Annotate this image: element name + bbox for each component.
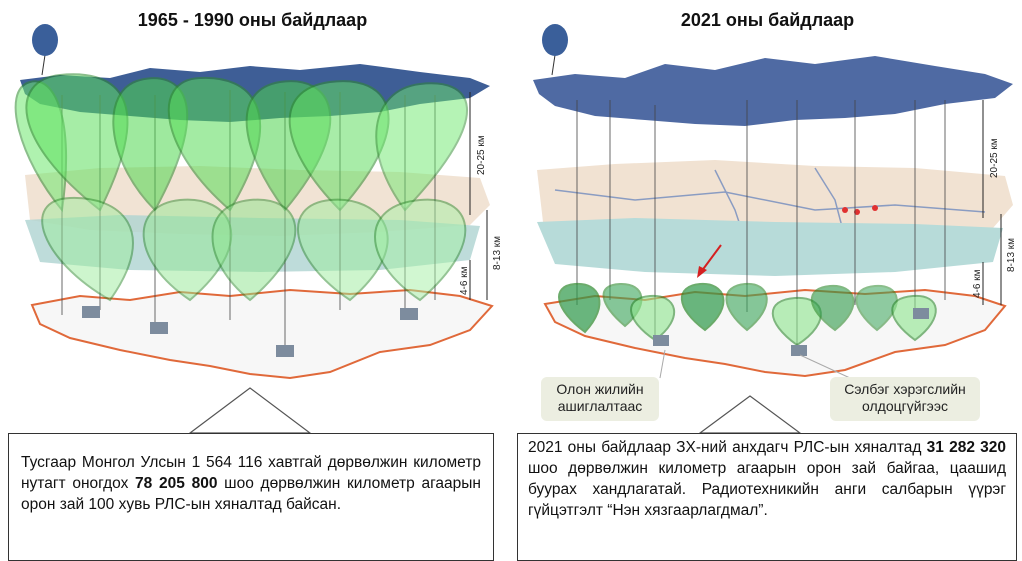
right-diagram: 20-25 км 8-13 км 4-6 км: [533, 24, 1017, 378]
balloon-icon: [542, 24, 568, 76]
label-spare-parts: Сэлбэг хэрэгслийн олдоцгүйгээс: [830, 377, 980, 421]
right-text-bold: 31 282 320: [926, 439, 1006, 456]
left-textbox: Тусгаар Монгол Улсын 1 564 116 хавтгай д…: [8, 433, 494, 561]
left-text-part1: Тусгаар Монгол Улсын 1 564 116 хавтгай д…: [21, 454, 481, 492]
left-diagram: 20-25 км 8-13 км 4-6 км: [14, 24, 503, 380]
alt-high-label: 20-25 км: [476, 135, 487, 175]
altitude-scale: [469, 92, 488, 300]
left-panel: 1965 - 1990 оны байдлаар: [0, 0, 505, 395]
bottom-map-layer: [30, 288, 494, 380]
right-text-part2: шоо дөрвөлжин километр агаарын орон зай …: [528, 460, 1006, 519]
left-text-part2: шоо дөрвөлжин километр агаарын орон зай …: [21, 475, 481, 513]
alt-high-label: 20-25 км: [989, 138, 1000, 178]
top-map-layer: [533, 56, 1013, 126]
red-arrow-icon: [697, 244, 722, 278]
right-text-part1: 2021 оны байдлаар ЗХ-ний анхдагч РЛС-ын …: [528, 439, 927, 456]
alt-low-label: 4-6 км: [459, 266, 470, 295]
radar-station-icons: [653, 308, 929, 356]
radar-station-icons: [82, 306, 418, 357]
balloon-icon: [32, 24, 58, 76]
left-text-bold: 78 205 800: [135, 475, 218, 492]
right-callout-pointer: [698, 395, 802, 434]
teal-layer: [537, 218, 1003, 276]
alt-mid-label: 8-13 км: [1006, 238, 1017, 272]
alt-low-label: 4-6 км: [972, 269, 983, 298]
target-marker: [842, 205, 878, 215]
radar-coverage-lobes: [558, 282, 937, 347]
altitude-scale: [982, 100, 1002, 305]
radar-coverage-lobes: [14, 73, 468, 302]
alt-mid-label: 8-13 км: [492, 236, 503, 270]
right-panel-title: 2021 оны байдлаар: [680, 10, 855, 30]
right-panel: 2021 оны байдлаар: [515, 0, 1020, 395]
left-panel-title: 1965 - 1990 оны байдлаар: [137, 10, 368, 30]
label-long-term-use: Олон жилийн ашиглалтаас: [541, 377, 659, 421]
right-textbox: 2021 оны байдлаар ЗХ-ний анхдагч РЛС-ын …: [517, 433, 1017, 561]
